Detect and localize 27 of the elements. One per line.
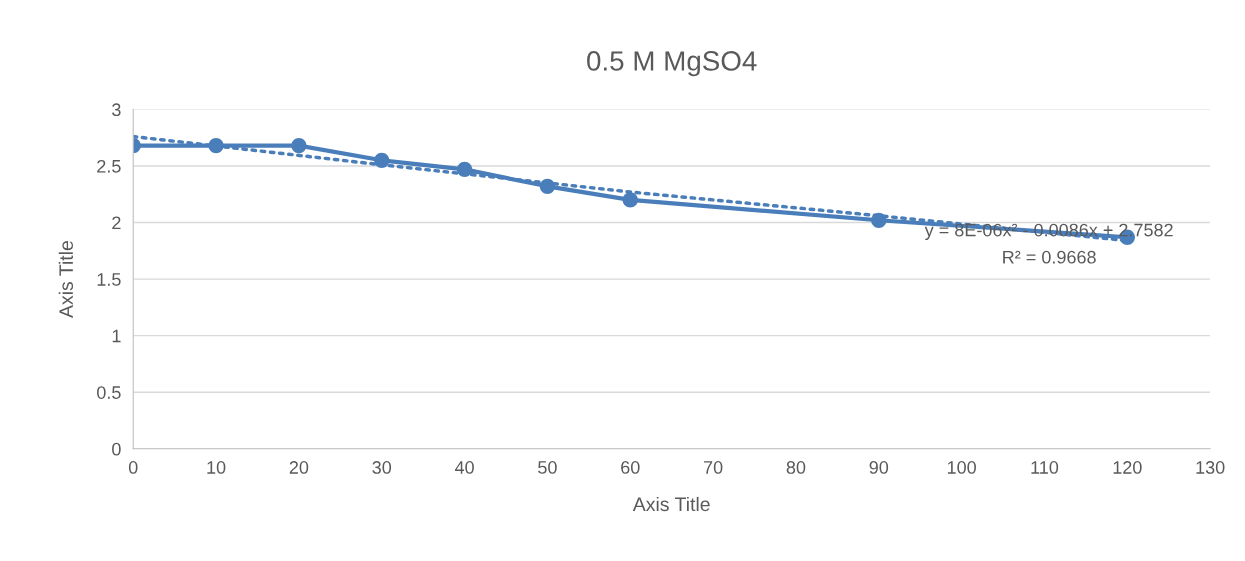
y-axis-title: Axis Title bbox=[58, 241, 74, 318]
y-tick-label: 2.5 bbox=[97, 159, 121, 173]
x-tick-label: 100 bbox=[947, 461, 976, 474]
x-tick-label: 50 bbox=[538, 461, 557, 474]
x-tick-label: 60 bbox=[621, 461, 640, 474]
chart-title: 0.5 M MgSO4 bbox=[587, 51, 757, 77]
x-tick-label: 20 bbox=[289, 461, 309, 474]
x-tick-label: 130 bbox=[1196, 461, 1225, 474]
y-tick-label: 1 bbox=[112, 329, 121, 343]
x-tick-label: 70 bbox=[703, 461, 723, 474]
point bbox=[622, 192, 638, 208]
x-tick-label: 120 bbox=[1113, 461, 1142, 474]
x-tick-label: 40 bbox=[454, 461, 474, 474]
y-tick-label: 3 bbox=[112, 103, 121, 117]
point bbox=[291, 137, 307, 154]
x-tick-label: 30 bbox=[372, 461, 392, 474]
x-axis-title: Axis Title bbox=[632, 496, 710, 512]
x-tick-label: 80 bbox=[786, 461, 806, 474]
y-tick-label: 1.5 bbox=[97, 273, 121, 286]
y-tick-label: 0 bbox=[112, 442, 121, 456]
x-tick-label: 10 bbox=[207, 461, 226, 474]
x-tick-label: 90 bbox=[869, 461, 889, 474]
x-tick-label: 0 bbox=[128, 461, 138, 474]
x-tick-label: 110 bbox=[1031, 461, 1059, 474]
annotation: R² = 0.9668 bbox=[1003, 250, 1096, 264]
y-tick-label: 0.5 bbox=[97, 386, 121, 399]
y-tick-label: 2 bbox=[112, 216, 121, 230]
